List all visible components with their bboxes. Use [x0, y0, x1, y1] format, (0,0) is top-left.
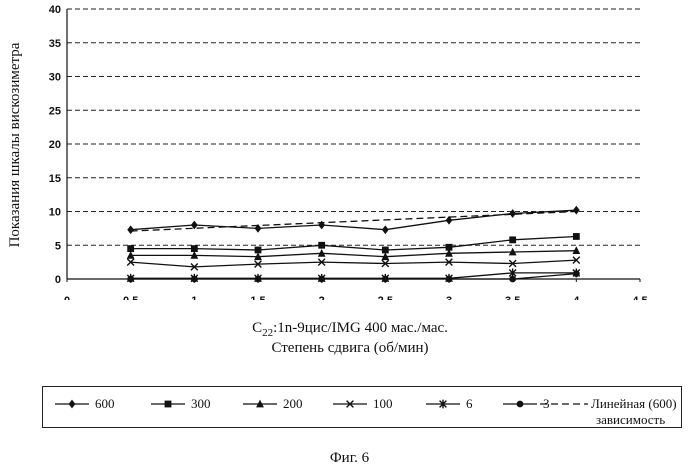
legend-label: 100	[373, 396, 393, 411]
y-tick-label: 35	[49, 38, 61, 50]
x-axis-label-line2: Степень сдвига (об/мин)	[140, 340, 560, 357]
legend: 60030020010063Линейная (600)зависимость	[42, 386, 682, 428]
data-point-3	[509, 276, 516, 283]
legend-item-100: 100	[333, 396, 393, 411]
data-point-3	[382, 276, 389, 283]
gridlines	[67, 9, 640, 245]
legend-label: 300	[191, 396, 211, 411]
data-point-3	[573, 270, 580, 277]
y-tick-label: 40	[49, 4, 61, 16]
legend-item-6: 6	[426, 396, 473, 411]
data-point-3	[255, 276, 262, 283]
y-tick-label: 25	[49, 105, 61, 117]
legend-marker-300	[165, 401, 172, 408]
data-point-300	[573, 233, 580, 240]
legend-label: 600	[95, 396, 115, 411]
legend-label: Линейная (600)	[591, 396, 677, 411]
series-group	[127, 206, 580, 283]
data-point-600	[382, 225, 389, 234]
x-tick-label: 0,5	[123, 295, 138, 300]
y-tick-label: 15	[49, 173, 61, 185]
x-tick-label: 1,5	[250, 295, 265, 300]
data-point-300	[509, 236, 516, 243]
data-point-300	[318, 242, 325, 249]
x-tick-label: 2	[319, 295, 325, 300]
x-tick-label: 4,5	[632, 295, 647, 300]
x-tick-label: 3	[446, 295, 452, 300]
y-tick-label: 0	[55, 274, 61, 286]
y-tick-label: 20	[49, 139, 61, 151]
data-point-3	[191, 276, 198, 283]
x-axis-label-rest: :1n-9цис/IMG 400 мас./мас.	[273, 320, 448, 336]
y-axis-label: Показания шкалы вискозиметра	[7, 42, 23, 247]
data-point-3	[318, 276, 325, 283]
axes	[67, 9, 640, 282]
series-600	[127, 206, 579, 234]
legend-item-trendline: Линейная (600)зависимость	[540, 396, 677, 427]
legend-label-line2: зависимость	[596, 412, 665, 427]
x-tick-label: 2,5	[378, 295, 393, 300]
legend-marker-3	[517, 401, 524, 408]
y-tick-label: 30	[49, 72, 61, 84]
x-tick-label: 3,5	[505, 295, 520, 300]
data-point-3	[446, 276, 453, 283]
legend-label: 200	[283, 396, 303, 411]
data-point-600	[318, 221, 325, 230]
figure-caption: Фиг. 6	[0, 450, 699, 467]
legend-item-300: 300	[151, 396, 211, 411]
data-point-600	[509, 209, 516, 218]
legend-marker-600	[69, 400, 76, 409]
y-tick-label: 5	[55, 240, 61, 252]
x-tick-label: 1	[191, 295, 197, 300]
x-tick-label: 4	[573, 295, 580, 300]
legend-item-200: 200	[243, 396, 303, 411]
legend-item-600: 600	[55, 396, 115, 411]
x-axis-label-line1: C22:1n-9цис/IMG 400 мас./мас.	[140, 320, 560, 339]
series-line-600	[131, 210, 577, 230]
data-point-3	[127, 276, 134, 283]
data-point-600	[127, 225, 134, 234]
legend-label: 6	[466, 396, 473, 411]
y-tick-label: 10	[49, 207, 61, 219]
chart-area: 0 5 10 15 20 25 30 35 40 0 0,5 1 1,5 2 2,5 3 3,5 4 4,5 Пок…	[0, 0, 699, 300]
x-tick-label: 0	[64, 295, 70, 300]
data-point-600	[573, 206, 580, 215]
